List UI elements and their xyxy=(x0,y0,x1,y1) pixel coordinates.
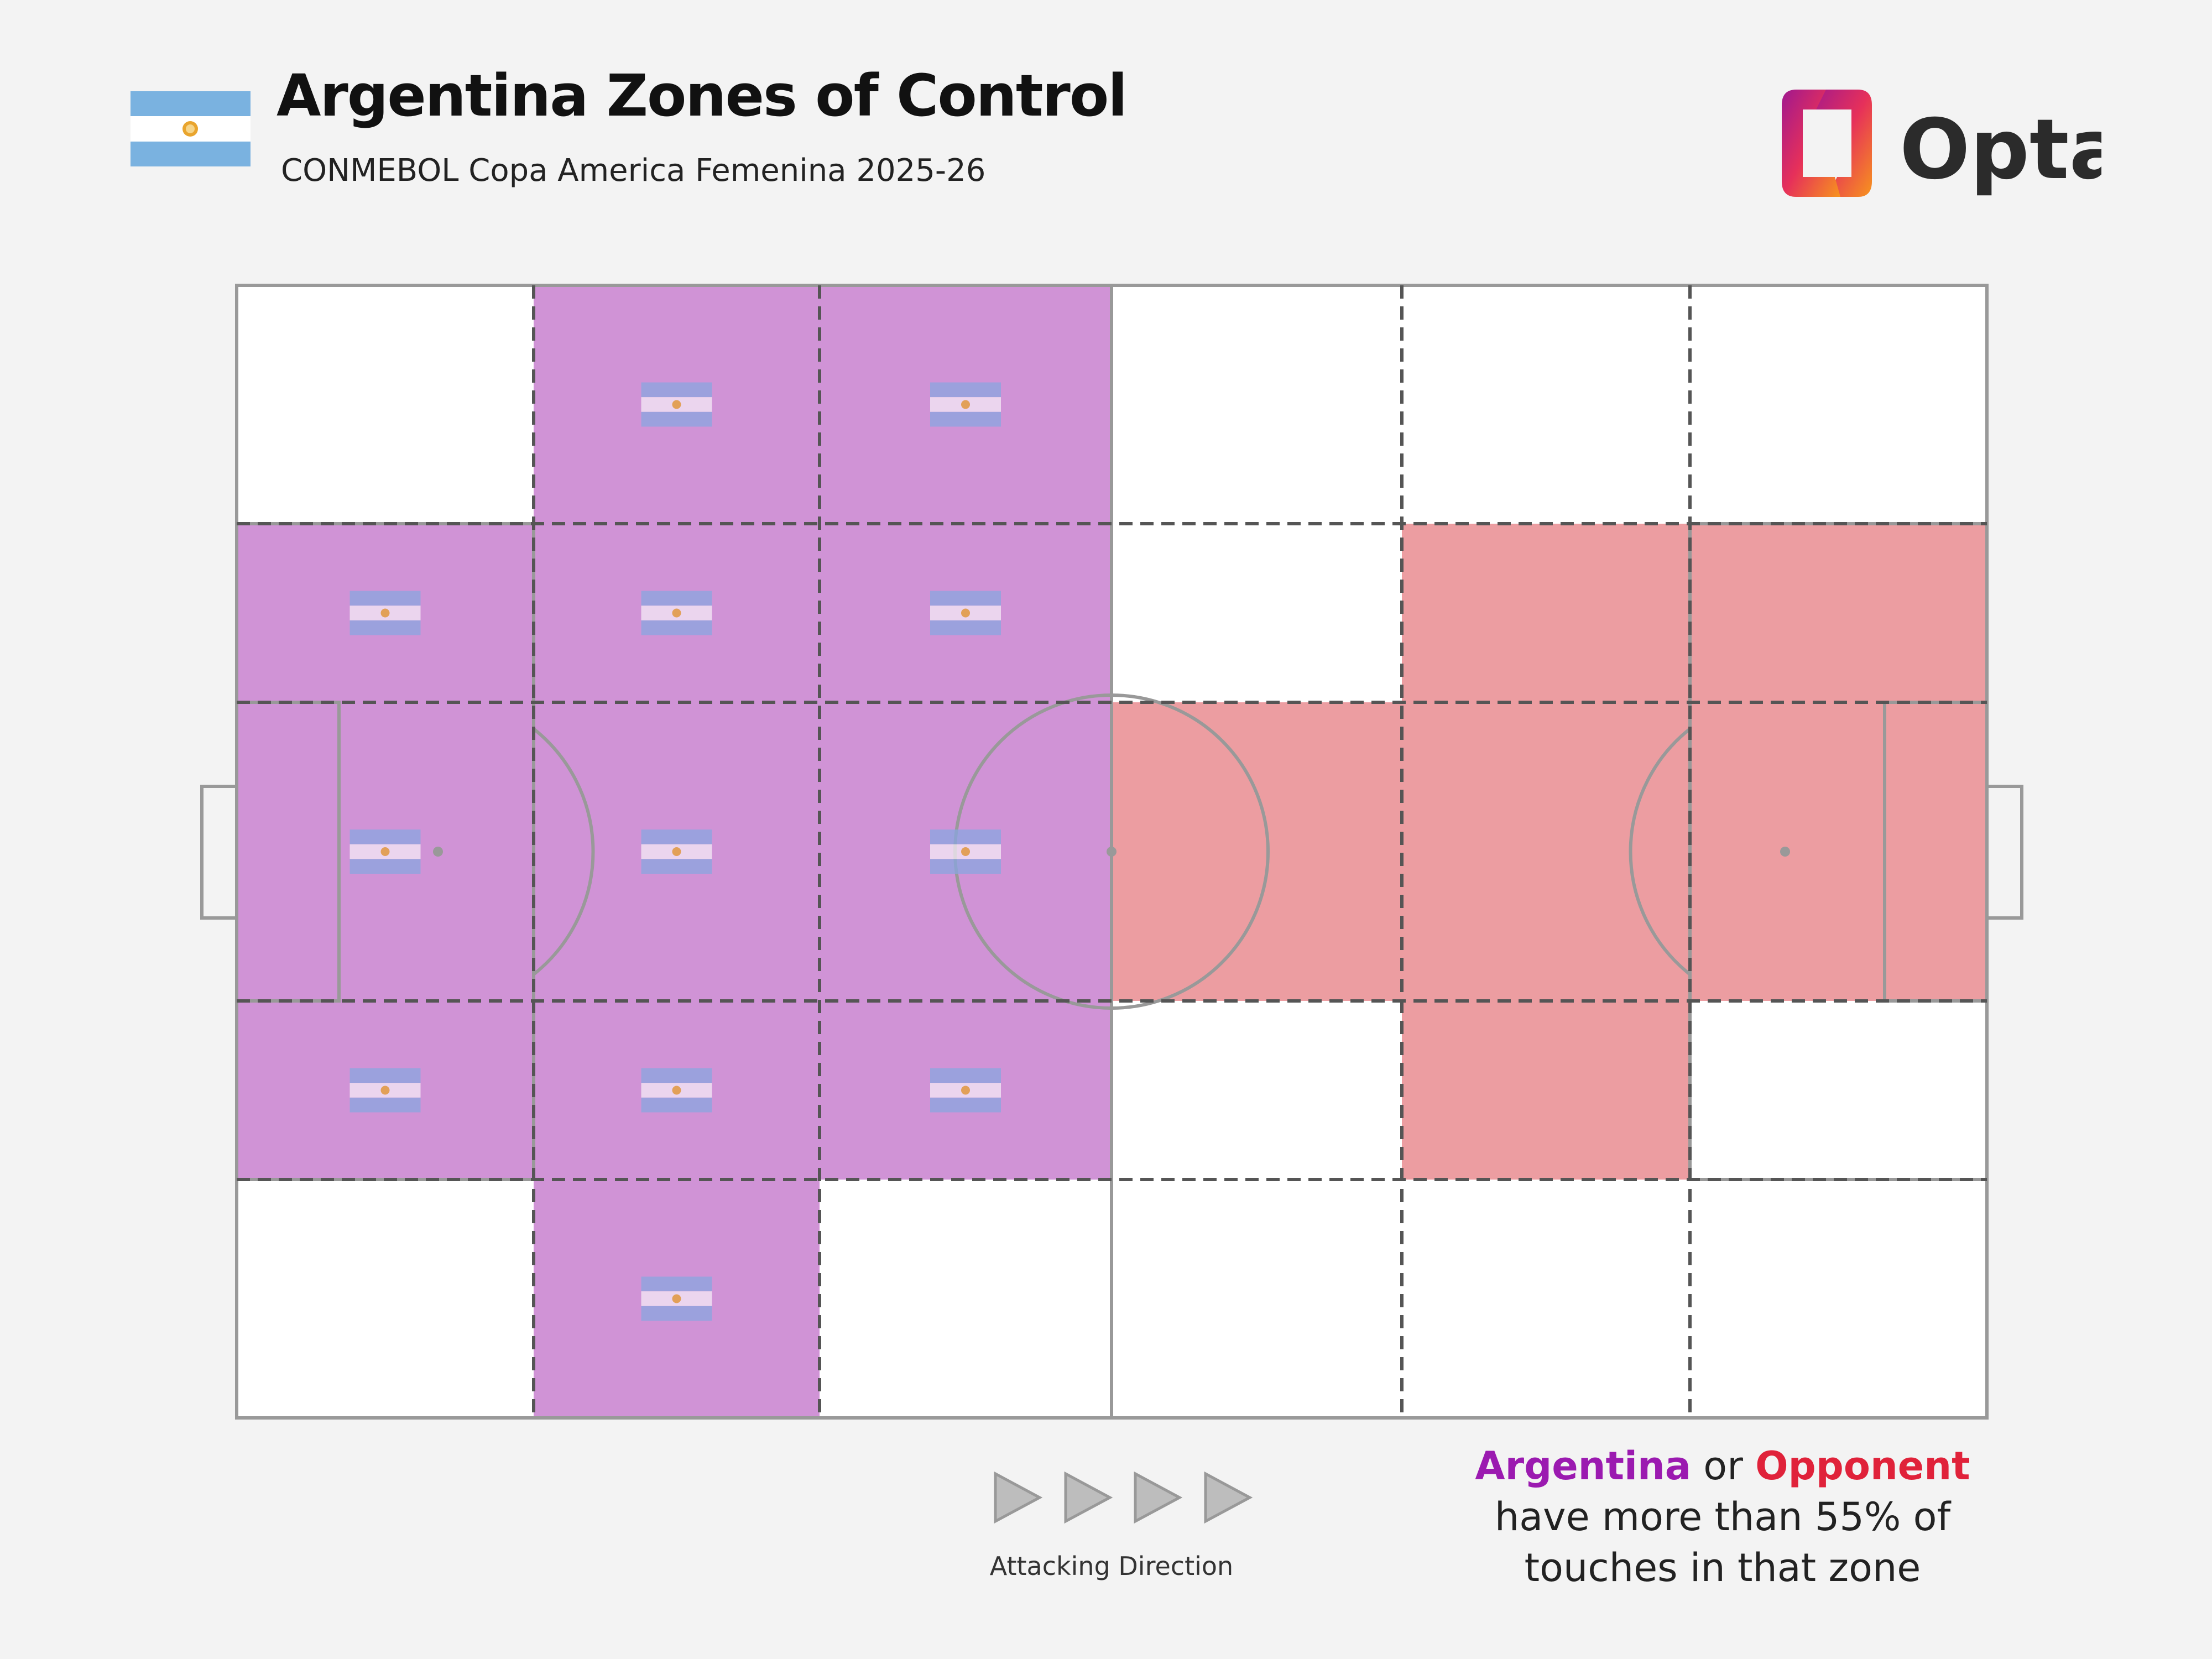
zone-neutral xyxy=(1112,524,1402,702)
zone-neutral xyxy=(820,1180,1112,1418)
attacking-direction-label: Attacking Direction xyxy=(989,1551,1234,1581)
page-title: Argentina Zones of Control xyxy=(276,62,1128,129)
play-triangle-icon xyxy=(1134,1471,1183,1524)
zone-flags xyxy=(349,382,1001,1321)
zone-neutral xyxy=(1690,285,1987,524)
right-penalty-spot xyxy=(1780,847,1790,857)
argentina-flag-icon xyxy=(930,1068,1001,1113)
zone-opponent xyxy=(1402,702,1690,1001)
legend-argentina: Argentina xyxy=(1475,1443,1692,1489)
zone-neutral xyxy=(1112,1180,1402,1418)
left-penalty-spot xyxy=(433,847,443,857)
play-triangle-icon xyxy=(994,1471,1043,1524)
play-triangle-icon xyxy=(1064,1471,1113,1524)
argentina-flag-icon xyxy=(930,591,1001,635)
argentina-flag-icon xyxy=(641,1276,712,1321)
zone-opponent xyxy=(1690,702,1987,1001)
legend-line-2: have more than 55% of xyxy=(1494,1494,1951,1540)
left-penalty-arc xyxy=(533,727,595,976)
argentina-flag-icon xyxy=(641,1068,712,1113)
zone-neutral xyxy=(1690,1180,1987,1418)
zone-opponent xyxy=(1402,1001,1690,1180)
argentina-flag-icon xyxy=(930,830,1001,874)
attacking-direction-arrows xyxy=(994,1471,1253,1524)
argentina-flag-icon xyxy=(641,591,712,635)
opta-logo: Opta xyxy=(1782,90,2101,198)
left-goal xyxy=(200,785,238,920)
argentina-flag-icon xyxy=(131,91,251,166)
argentina-flag-icon xyxy=(641,830,712,874)
zone-neutral xyxy=(237,285,534,524)
right-goal xyxy=(1985,785,2023,920)
zone-opponent xyxy=(1690,524,1987,702)
zone-neutral xyxy=(1402,285,1690,524)
legend-line-3: touches in that zone xyxy=(1524,1545,1921,1590)
zone-neutral xyxy=(1112,285,1402,524)
argentina-flag-icon xyxy=(349,830,421,874)
play-triangle-icon xyxy=(1204,1471,1253,1524)
argentina-flag-icon xyxy=(641,382,712,427)
opta-logo-text: Opta xyxy=(1900,102,2101,198)
zone-dividers xyxy=(237,285,1987,1418)
legend-opponent: Opponent xyxy=(1755,1443,1970,1489)
argentina-flag-icon xyxy=(349,591,421,635)
page-subtitle: CONMEBOL Copa America Femenina 2025-26 xyxy=(281,153,986,189)
argentina-flag-icon xyxy=(349,1068,421,1113)
legend-connector: or xyxy=(1691,1443,1756,1489)
zone-opponent xyxy=(1112,702,1402,1001)
legend: Argentina or Opponent have more than 55%… xyxy=(1438,1441,2007,1593)
zone-neutral xyxy=(1690,1001,1987,1180)
zone-neutral xyxy=(1112,1001,1402,1180)
zone-opponent xyxy=(1402,524,1690,702)
right-penalty-arc xyxy=(1629,727,1691,976)
zone-neutral xyxy=(1402,1180,1690,1418)
zone-neutral xyxy=(237,1180,534,1418)
argentina-flag-icon xyxy=(930,382,1001,427)
centre-spot xyxy=(1107,847,1117,857)
